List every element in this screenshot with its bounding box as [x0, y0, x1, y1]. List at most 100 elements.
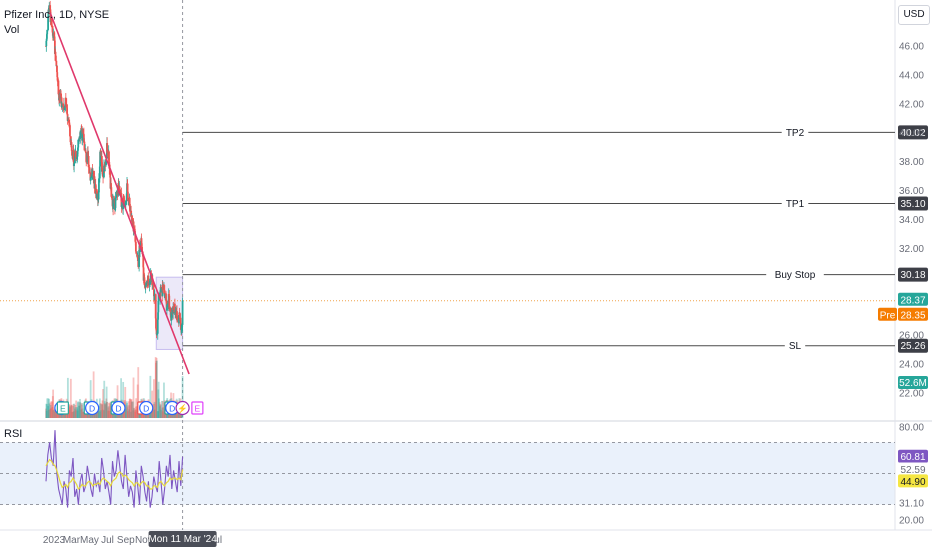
volume-bar: [134, 411, 136, 418]
event-box: [191, 401, 204, 415]
volume-bar: [130, 399, 133, 418]
volume-bar: [159, 404, 162, 418]
candle-body: [134, 242, 137, 252]
volume-bar: [181, 376, 184, 418]
rsi-tick-label: 31.10: [899, 498, 924, 509]
volume-bar: [138, 411, 141, 418]
volume-bar: [51, 406, 54, 418]
pre-market-tag: [878, 307, 897, 321]
time-tick-label: Mar: [63, 535, 81, 546]
candle-body: [155, 333, 158, 335]
volume-bar: [154, 357, 157, 418]
price-tick-label: 34.00: [899, 215, 924, 226]
event-label: E: [195, 404, 201, 414]
volume-bar: [76, 406, 78, 418]
rsi-value-badge: [898, 474, 928, 488]
candle-body: [112, 199, 115, 209]
candle-body: [147, 275, 150, 281]
candle-body: [126, 183, 129, 192]
trendline[interactable]: [49, 12, 190, 375]
candle-body: [172, 306, 175, 310]
candle-body: [168, 295, 171, 310]
candle-body: [155, 318, 157, 329]
volume-bar: [128, 399, 131, 418]
candle-body: [87, 156, 90, 168]
volume-bar: [129, 398, 131, 418]
volume-bar: [81, 403, 84, 418]
level-label-bg: [784, 338, 806, 353]
level-label-bg: [781, 125, 809, 140]
candle-body: [50, 20, 53, 26]
volume-bar: [74, 405, 77, 418]
price-pane[interactable]: [0, 0, 895, 420]
volume-bar: [97, 406, 100, 418]
volume-bar: [136, 384, 139, 418]
candle-body: [98, 166, 101, 179]
volume-bar: [159, 406, 162, 418]
candle-body: [131, 215, 133, 220]
pre-market-label: Pre: [880, 310, 896, 321]
volume-bar: [103, 401, 106, 418]
volume-bar: [82, 411, 85, 418]
candle-body: [127, 191, 129, 201]
volume-bar: [98, 410, 100, 418]
candle-body: [83, 141, 86, 151]
level-label-bg: [766, 267, 824, 282]
volume-bar: [47, 406, 49, 418]
volume-bar: [100, 410, 102, 418]
candle-body: [74, 153, 76, 164]
level-lines: TP2 40.02 TP1 35.10 Buy Stop 30.18 SL 25.26: [182, 125, 928, 353]
volume-bar: [82, 411, 85, 418]
candle-body: [92, 170, 95, 173]
volume-bar: [160, 409, 162, 418]
volume-bar: [149, 375, 152, 418]
volume-bar: [131, 401, 133, 418]
candle-body: [152, 283, 155, 290]
candle-body: [103, 165, 105, 178]
volume-bar: [134, 409, 137, 418]
volume-bar: [129, 411, 132, 418]
volume-bar: [153, 403, 156, 418]
candle-body: [46, 29, 49, 35]
volume-bar: [70, 405, 73, 418]
volume-bar: [54, 405, 57, 418]
volume-bar: [99, 411, 102, 418]
candle-body: [170, 311, 173, 321]
event-label: E: [60, 404, 66, 414]
price-tick-label: 44.00: [899, 70, 924, 81]
volume-bar: [158, 398, 160, 418]
volume-badge-text: 52.6M: [899, 378, 927, 389]
volume-bar: [162, 407, 164, 418]
volume-bar: [158, 402, 161, 418]
candle-body: [120, 205, 123, 207]
volume-bar: [45, 403, 48, 418]
candle-body: [153, 289, 155, 297]
volume-bar: [105, 403, 107, 418]
candle-body: [98, 178, 100, 193]
volume-bar: [126, 407, 129, 418]
event-circle: [111, 400, 126, 416]
volume-bar: [48, 403, 51, 418]
currency-button[interactable]: USD: [898, 5, 930, 25]
price-tick-label: 32.00: [899, 244, 924, 255]
candle-body: [122, 200, 125, 202]
volume-bar: [99, 404, 102, 418]
volume-bar: [77, 401, 80, 418]
event-circle: [85, 400, 100, 416]
volume-bar: [167, 411, 170, 418]
candle-body: [105, 159, 107, 166]
candle-body: [163, 285, 166, 290]
level-price-text: 40.02: [900, 128, 925, 139]
event-label: D: [89, 404, 95, 414]
candle-body: [149, 279, 151, 285]
volume-bar: [157, 381, 160, 418]
candle-body: [160, 289, 162, 293]
candle-body: [86, 152, 89, 163]
volume-bar: [126, 402, 128, 418]
rsi-value-badge: [898, 462, 928, 476]
time-tick-label: Sep: [117, 535, 135, 546]
volume-bar: [72, 404, 75, 418]
volume-bar: [109, 411, 112, 418]
volume-bar: [72, 411, 75, 418]
